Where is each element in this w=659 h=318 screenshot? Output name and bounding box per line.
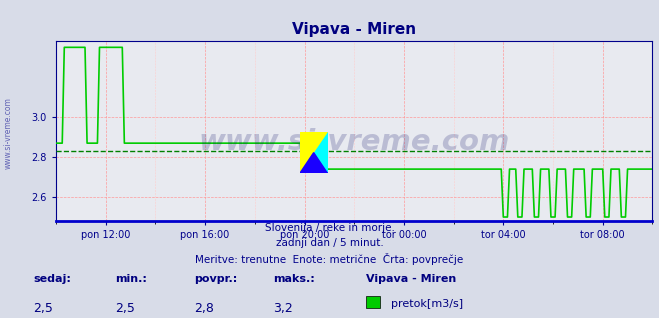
Text: 2,5: 2,5 xyxy=(115,302,135,315)
Text: min.:: min.: xyxy=(115,274,147,284)
Text: Meritve: trenutne  Enote: metrične  Črta: povprečje: Meritve: trenutne Enote: metrične Črta: … xyxy=(195,253,464,265)
Bar xyxy=(366,296,380,308)
Text: Slovenija / reke in morje.: Slovenija / reke in morje. xyxy=(264,223,395,233)
Text: 2,8: 2,8 xyxy=(194,302,214,315)
Text: 2,5: 2,5 xyxy=(33,302,53,315)
Polygon shape xyxy=(300,132,328,173)
Text: maks.:: maks.: xyxy=(273,274,315,284)
Text: 3,2: 3,2 xyxy=(273,302,293,315)
Text: www.si-vreme.com: www.si-vreme.com xyxy=(198,128,510,156)
Polygon shape xyxy=(300,132,328,173)
Title: Vipava - Miren: Vipava - Miren xyxy=(292,22,416,38)
Text: zadnji dan / 5 minut.: zadnji dan / 5 minut. xyxy=(275,238,384,248)
Text: pretok[m3/s]: pretok[m3/s] xyxy=(384,299,463,309)
Polygon shape xyxy=(300,153,328,173)
Text: Vipava - Miren: Vipava - Miren xyxy=(366,274,456,284)
Text: sedaj:: sedaj: xyxy=(33,274,71,284)
Text: povpr.:: povpr.: xyxy=(194,274,238,284)
Text: www.si-vreme.com: www.si-vreme.com xyxy=(3,98,13,169)
